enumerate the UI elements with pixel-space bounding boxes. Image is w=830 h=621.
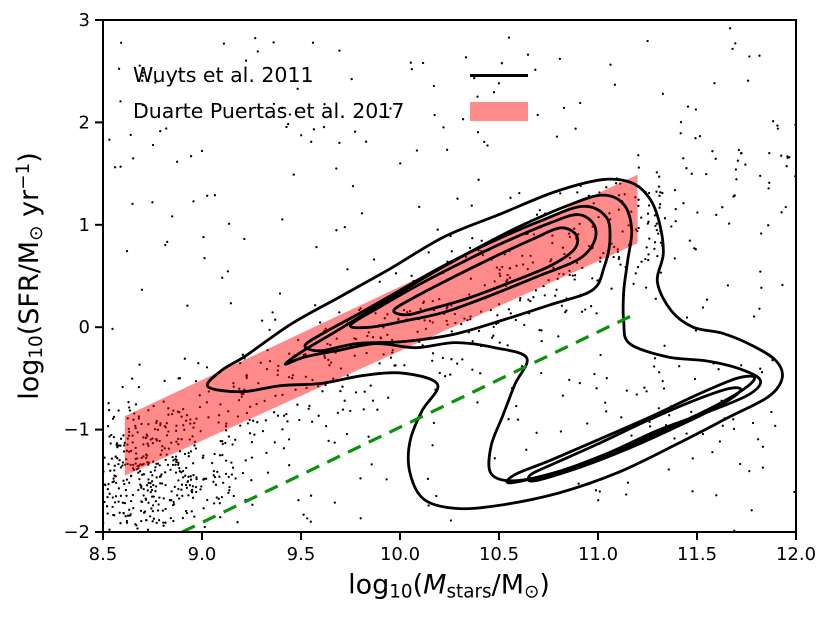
axis-label-part: stars (446, 581, 492, 603)
legend-entry-contours: Wuyts et al. 2011 (133, 57, 528, 93)
axis-label-part: ( (412, 569, 424, 601)
axis-label-part: 10 (389, 581, 413, 603)
contour-line-swatch (470, 73, 528, 77)
x-tick-label: 12.0 (776, 544, 816, 565)
axis-label-part: 10 (25, 335, 47, 359)
density-contours (205, 177, 784, 511)
y-tick-label: 3 (79, 10, 90, 31)
axis-label-part: /M (491, 569, 524, 601)
x-tick-label: 10.5 (479, 544, 519, 565)
y-tick-label: 2 (79, 112, 90, 133)
legend: Wuyts et al. 2011 Duarte Puertas et al. … (133, 57, 528, 129)
y-tick-label: −1 (63, 420, 90, 441)
contour-level-4 (349, 213, 598, 330)
x-tick-label: 9.0 (188, 544, 217, 565)
legend-label-band: Duarte Puertas et al. 2017 (133, 99, 405, 123)
axis-label-part: ⊙ (25, 225, 47, 241)
x-ticks: 8.5 9.0 9.5 10.0 10.5 11.0 11.5 12.0 (89, 532, 816, 565)
axis-label-part: log (348, 569, 390, 601)
contour-level-2 (283, 193, 763, 483)
axis-label-part: −1 (13, 162, 35, 190)
y-tick-label: −2 (63, 522, 90, 543)
axis-label-part: (SFR/M (14, 240, 46, 336)
band-patch-swatch (470, 101, 528, 121)
plot-frame (102, 19, 797, 533)
axis-label-part: yr (14, 189, 46, 226)
axis-label-part: ) (14, 152, 46, 163)
y-axis-label: log10(SFR/M⊙ yr−1) (13, 152, 47, 400)
y-tick-label: 1 (79, 215, 90, 236)
axis-label-part: log (14, 358, 46, 400)
y-ticks: −2 −1 0 1 2 3 (63, 10, 103, 543)
legend-label-contours: Wuyts et al. 2011 (133, 63, 314, 87)
green-dashed-reference-line (181, 311, 639, 532)
x-tick-label: 9.5 (287, 544, 316, 565)
x-tick-label: 10.0 (380, 544, 420, 565)
x-tick-label: 11.0 (578, 544, 618, 565)
contour-level-5 (392, 226, 580, 317)
axis-label-part: ⊙ (524, 581, 540, 603)
contour-level-7 (526, 386, 743, 483)
contour-level-6 (505, 374, 756, 485)
x-axis-label: log10(Mstars/M⊙) (348, 570, 550, 603)
axis-label-part: M (423, 569, 447, 601)
contour-level-1 (205, 177, 784, 511)
legend-entry-band: Duarte Puertas et al. 2017 (133, 93, 528, 129)
y-tick-label: 0 (79, 317, 90, 338)
contour-level-3 (303, 204, 612, 353)
x-tick-label: 8.5 (89, 544, 118, 565)
x-tick-label: 11.5 (677, 544, 717, 565)
axis-label-part: ) (539, 569, 550, 601)
